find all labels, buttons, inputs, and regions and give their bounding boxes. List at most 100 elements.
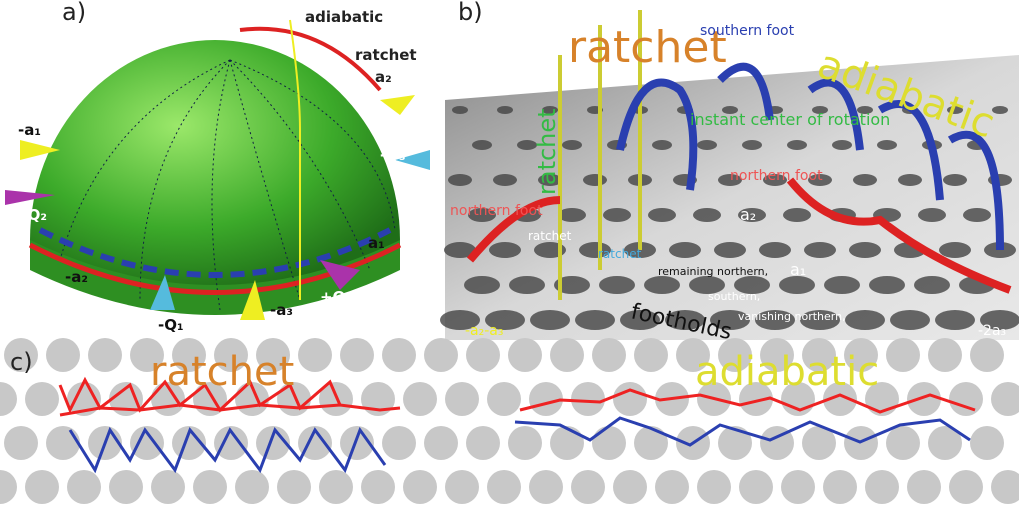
hole [487,382,521,416]
hole [464,276,500,294]
hole [823,470,857,504]
hole [918,208,946,222]
hole [781,470,815,504]
hole [592,338,626,372]
hole [644,276,680,294]
hole [907,382,941,416]
hole [599,276,635,294]
hole [714,242,746,258]
hole [472,140,492,150]
hole [669,242,701,258]
hole [592,426,626,460]
hole [25,382,59,416]
hole [652,140,672,150]
panel-label: b) [458,0,483,26]
hole [550,338,584,372]
hole [319,470,353,504]
hole [67,470,101,504]
hole [445,470,479,504]
vertical-label: ratchet [533,108,561,195]
panel-label: c) [10,348,33,376]
hole [634,338,668,372]
hole [804,242,836,258]
annotation: adiabatic [305,8,383,26]
hole [853,174,877,186]
hole [403,382,437,416]
hole [928,338,962,372]
hole [991,470,1019,504]
hole [361,470,395,504]
annotation: a₁ [368,234,385,252]
hole [845,310,885,330]
hole [634,426,668,460]
hole [277,470,311,504]
hole [886,426,920,460]
hole [509,276,545,294]
hole [0,470,17,504]
annotation: a₂ [375,68,392,86]
hole [340,338,374,372]
hole [151,470,185,504]
hole [963,208,991,222]
hole [949,382,983,416]
hole [849,242,881,258]
hole [613,382,647,416]
hole [530,310,570,330]
hole [109,470,143,504]
hole [424,426,458,460]
hole [46,426,80,460]
hole [943,174,967,186]
hole [613,470,647,504]
annotation: a₁ [790,260,806,279]
hole [832,140,852,150]
hole [448,174,472,186]
hole [88,338,122,372]
hole [898,174,922,186]
hole [970,338,1004,372]
annotation: southern, [708,290,760,303]
hole [382,338,416,372]
hole [445,382,479,416]
hole [452,106,468,114]
hole [583,174,607,186]
annotation: -a₂ [65,268,88,286]
panel-title: ratchet [150,349,294,395]
hole [603,208,631,222]
annotation: -2a₃ [978,323,1006,339]
annotation: northern foot [730,168,823,184]
hole [742,140,762,150]
hole [571,470,605,504]
hole [46,338,80,372]
page: {"panel_a": {"label": "a)", "annotations… [0,0,1019,513]
hole [718,426,752,460]
hole [489,242,521,258]
annotation: instant center of rotation [690,110,890,129]
annotation: ratchet [528,229,572,243]
hole [697,140,717,150]
hole [970,426,1004,460]
annotation: ratchet [355,46,417,64]
hole [939,242,971,258]
hole [562,140,582,150]
hole [571,382,605,416]
annotation: -Q₃ [380,146,406,164]
hole [466,338,500,372]
hole [497,106,513,114]
hole [550,426,584,460]
annotation: ratchet [598,247,642,261]
hole [991,382,1019,416]
hole [697,470,731,504]
hole [783,208,811,222]
annotation: -Q₁ [158,316,184,334]
hole [759,242,791,258]
hole [235,470,269,504]
hole [529,470,563,504]
hole [655,470,689,504]
panel-title: adiabatic [695,349,879,395]
hole [382,426,416,460]
hole [914,276,950,294]
annotation: a₂ [740,205,756,224]
hole [558,208,586,222]
hole [487,470,521,504]
annotation: -a₃ [270,301,293,319]
